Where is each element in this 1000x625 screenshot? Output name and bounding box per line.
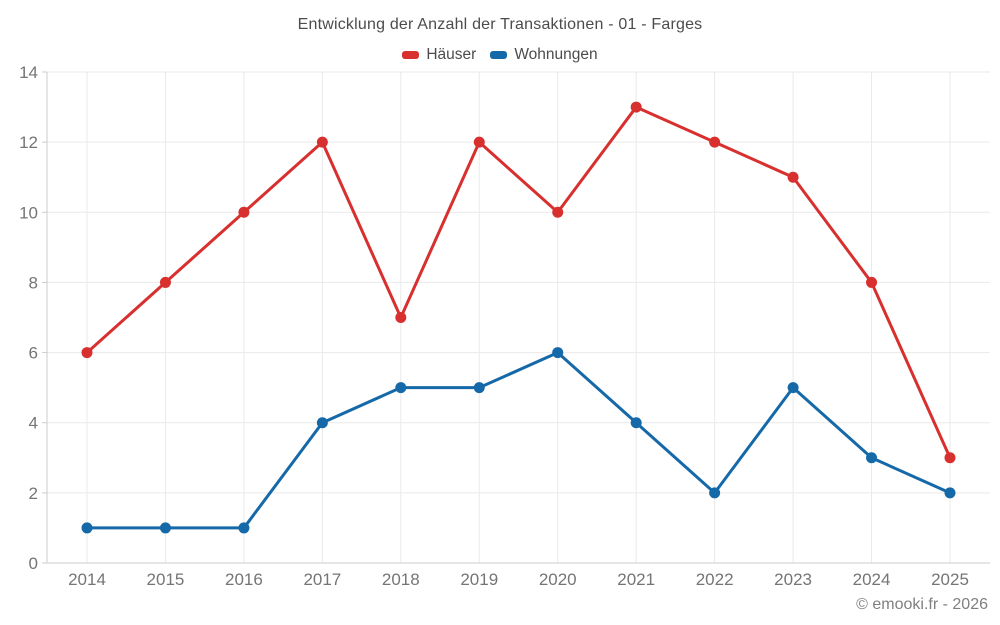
data-point — [316, 417, 328, 429]
data-point — [787, 382, 799, 394]
svg-text:2: 2 — [29, 484, 38, 503]
data-point — [944, 452, 956, 464]
svg-text:2024: 2024 — [853, 570, 891, 589]
x-axis-labels: 2014 2015 2016 2017 2018 2019 2020 2021 2022 2023… — [68, 570, 969, 589]
svg-text:2020: 2020 — [539, 570, 577, 589]
svg-text:0: 0 — [29, 554, 38, 573]
svg-text:2025: 2025 — [931, 570, 969, 589]
data-point — [709, 487, 721, 499]
svg-text:2022: 2022 — [696, 570, 734, 589]
data-point — [238, 522, 250, 534]
copyright-credit: © emooki.fr - 2026 — [856, 596, 988, 613]
data-point — [81, 347, 93, 359]
chart-title: Entwicklung der Anzahl der Transaktionen… — [297, 16, 703, 33]
data-point — [473, 382, 485, 394]
legend-item-1[interactable]: Wohnungen — [490, 46, 598, 64]
chart-legend: Häuser Wohnungen — [0, 46, 1000, 64]
series-1 — [81, 347, 956, 534]
svg-text:10: 10 — [19, 203, 38, 222]
svg-text:2021: 2021 — [617, 570, 655, 589]
y-axis-labels: 0 2 4 6 8 10 12 14 — [19, 63, 38, 573]
svg-text:2016: 2016 — [225, 570, 263, 589]
series-0 — [81, 101, 956, 464]
data-point — [159, 276, 171, 288]
data-point — [787, 171, 799, 183]
legend-label: Häuser — [426, 46, 477, 63]
svg-text:12: 12 — [19, 133, 38, 152]
data-point — [709, 136, 721, 148]
data-point — [159, 522, 171, 534]
legend-swatch-icon — [402, 51, 420, 59]
data-point — [395, 312, 407, 323]
svg-text:14: 14 — [19, 63, 38, 82]
data-point — [473, 136, 485, 148]
data-point — [630, 417, 642, 429]
svg-text:2014: 2014 — [68, 570, 106, 589]
svg-text:2015: 2015 — [147, 570, 185, 589]
data-point — [630, 101, 642, 113]
data-point — [238, 206, 250, 218]
data-point — [552, 347, 564, 359]
legend-swatch-icon — [490, 51, 508, 59]
data-point — [866, 452, 878, 464]
svg-text:2019: 2019 — [460, 570, 498, 589]
svg-text:2023: 2023 — [774, 570, 812, 589]
data-point — [81, 522, 93, 534]
legend-label: Wohnungen — [514, 46, 598, 63]
svg-text:8: 8 — [29, 273, 38, 292]
data-point — [944, 487, 956, 499]
data-point — [552, 206, 564, 218]
svg-text:2018: 2018 — [382, 570, 420, 589]
data-point — [395, 382, 407, 394]
svg-text:4: 4 — [29, 414, 38, 433]
svg-text:2017: 2017 — [303, 570, 341, 589]
gridlines — [47, 71, 990, 563]
data-point — [316, 136, 328, 148]
legend-item-0[interactable]: Häuser — [402, 46, 476, 64]
axes — [42, 71, 990, 564]
data-point — [866, 276, 878, 288]
svg-text:6: 6 — [29, 344, 38, 363]
